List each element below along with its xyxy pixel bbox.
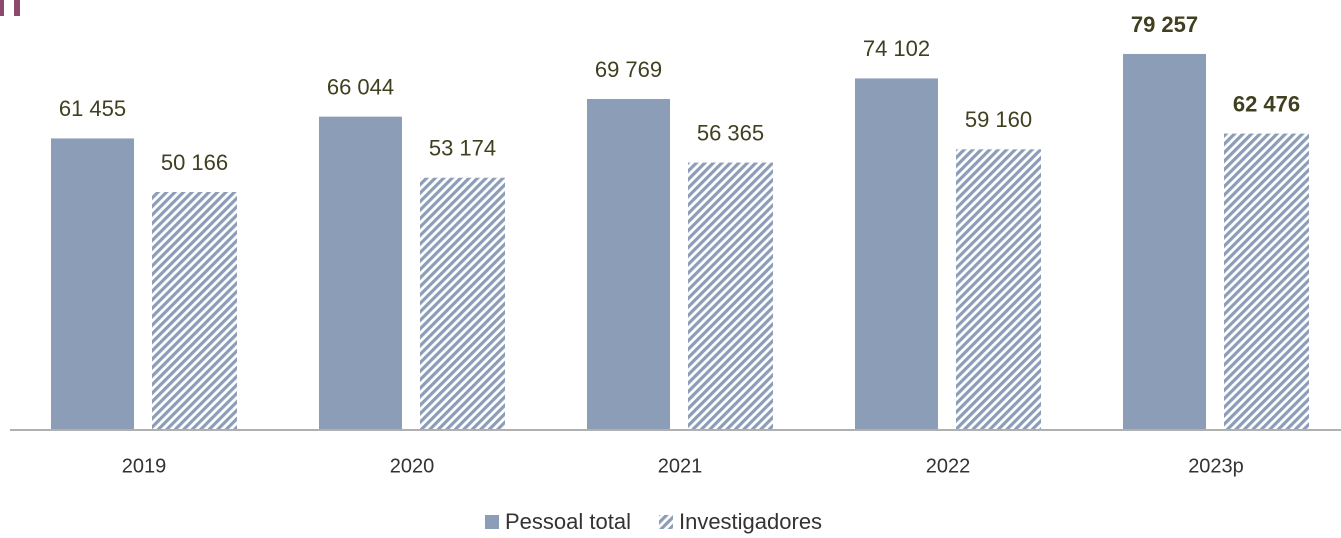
- x-tick-label: 2023p: [1188, 455, 1244, 477]
- bar: [956, 149, 1041, 430]
- bar: [855, 78, 938, 430]
- value-label: 62 476: [1233, 91, 1300, 116]
- bar: [587, 98, 670, 430]
- decoration: [0, 0, 4, 16]
- x-tick-label: 2021: [658, 455, 703, 477]
- value-label: 79 257: [1131, 12, 1198, 37]
- bar: [152, 191, 237, 430]
- bar: [1224, 133, 1309, 430]
- x-tick-label: 2019: [122, 455, 167, 477]
- legend-swatch: [658, 515, 673, 529]
- bar: [1123, 53, 1206, 430]
- value-label: 69 769: [595, 57, 662, 82]
- bar: [688, 162, 773, 430]
- decoration: [14, 0, 20, 16]
- bar: [420, 177, 505, 430]
- value-label: 50 166: [161, 150, 228, 175]
- legend-label: Pessoal total: [505, 509, 631, 534]
- value-label: 59 160: [965, 107, 1032, 132]
- bar: [51, 138, 134, 430]
- value-label: 53 174: [429, 136, 496, 161]
- bar: [319, 116, 402, 431]
- legend-label: Investigadores: [679, 509, 822, 534]
- value-label: 61 455: [59, 96, 126, 121]
- value-label: 56 365: [697, 120, 764, 145]
- legend-swatch: [485, 515, 499, 529]
- x-tick-label: 2022: [926, 455, 971, 477]
- x-tick-label: 2020: [390, 455, 435, 477]
- value-label: 74 102: [863, 36, 930, 61]
- value-label: 66 044: [327, 74, 394, 99]
